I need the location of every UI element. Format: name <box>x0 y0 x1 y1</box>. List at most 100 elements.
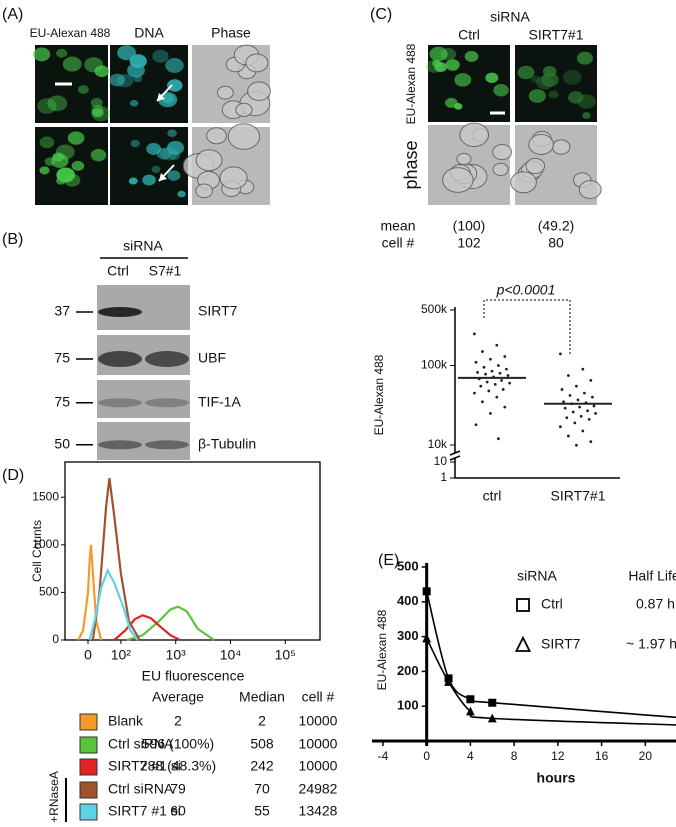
cell-outline <box>206 127 227 145</box>
y-axis-label: EU-Alexan 488 <box>375 609 389 690</box>
marker <box>422 633 432 643</box>
cell-outline <box>525 157 546 175</box>
x-tick-label: 0 <box>423 749 430 763</box>
point <box>575 443 578 447</box>
y-tick-label: 10k <box>428 437 448 451</box>
panel-label: (E) <box>378 552 399 569</box>
nucleus <box>548 90 559 99</box>
legend-label: Blank <box>108 713 144 729</box>
nucleus <box>541 72 559 87</box>
marker <box>444 677 453 686</box>
y-tick-label: 10 <box>434 454 448 468</box>
y-tick-label: 1 <box>440 470 447 484</box>
nucleus <box>528 89 546 103</box>
x-tick-label: 8 <box>511 749 518 763</box>
nucleus <box>130 139 140 148</box>
nucleus <box>167 79 183 92</box>
y-axis-label: Cell Counts <box>30 520 44 582</box>
point <box>571 410 575 414</box>
band-label: β-Tubulin <box>198 436 256 452</box>
nucleus <box>91 105 111 122</box>
table-cell: 13428 <box>299 803 338 819</box>
histogram-line <box>91 478 141 641</box>
legend-title: Half Life <box>628 568 676 584</box>
nucleus <box>37 98 57 114</box>
point <box>589 440 593 444</box>
panel-label: (C) <box>370 6 392 23</box>
point <box>485 380 489 384</box>
cell-outline <box>195 149 223 172</box>
y-tick-label: 100 <box>397 698 419 713</box>
stat: (100) <box>453 218 486 234</box>
half-life: ~ 1.97 h <box>626 636 676 652</box>
point <box>567 374 570 377</box>
point <box>562 400 565 404</box>
nucleus <box>62 56 82 72</box>
x-tick-label: 20 <box>639 749 653 763</box>
x-axis-label: EU fluorescence <box>142 668 245 684</box>
blot-band <box>98 440 142 450</box>
lane-label: S7#1 <box>149 263 182 279</box>
legend-swatch <box>79 758 98 776</box>
cell-outline <box>235 102 253 117</box>
y-tick-label: 500k <box>421 302 448 316</box>
nucleus <box>56 167 75 183</box>
nucleus <box>485 72 499 83</box>
nucleus <box>445 59 460 71</box>
point <box>576 398 580 402</box>
blot-band <box>98 307 142 317</box>
point <box>589 379 593 382</box>
header: siRNA <box>123 238 163 254</box>
x-tick-label: -4 <box>378 749 389 763</box>
cell-outline <box>247 81 271 101</box>
panel-label: (B) <box>2 231 23 248</box>
point <box>506 374 510 377</box>
legend-label: SIRT7 #1 si <box>108 758 181 774</box>
y-tick-label: 0 <box>52 632 59 646</box>
nucleus <box>67 131 85 145</box>
table-cell: 10000 <box>299 736 338 752</box>
point <box>493 382 497 386</box>
point <box>578 405 581 409</box>
table-header: cell # <box>302 689 335 705</box>
cell-outline <box>528 133 554 155</box>
band-label: UBF <box>198 350 226 366</box>
panel-label: (A) <box>2 6 23 23</box>
cell-outline <box>456 152 472 166</box>
point <box>567 434 570 438</box>
table-cell: 10000 <box>299 713 338 729</box>
nucleus <box>454 73 472 87</box>
point <box>497 364 500 367</box>
point <box>560 388 564 391</box>
point <box>559 352 562 356</box>
cell-outline <box>578 180 602 199</box>
nucleus <box>77 85 89 94</box>
cell-outline <box>227 123 261 150</box>
nucleus <box>91 108 104 118</box>
legend-marker <box>514 635 532 652</box>
point <box>481 400 484 404</box>
cell-outline <box>245 53 269 73</box>
half-life: 0.87 h <box>636 596 675 612</box>
nucleus <box>94 65 109 78</box>
legend-label: Ctrl siRNA <box>108 781 174 797</box>
y-tick-label: 500 <box>397 558 419 573</box>
nucleus <box>39 136 55 149</box>
cell-outline <box>459 122 490 148</box>
row-label: EU-Alexan 488 <box>404 43 418 124</box>
point <box>594 411 597 415</box>
band-label: TIF-1A <box>198 394 241 410</box>
x-tick-label: 10⁴ <box>220 647 242 663</box>
column-header: Ctrl <box>458 27 480 43</box>
table-header: Median <box>239 689 285 705</box>
point <box>476 370 479 374</box>
nucleus <box>517 65 535 80</box>
nucleus <box>444 97 458 109</box>
micrograph <box>110 127 188 205</box>
point <box>586 409 589 413</box>
nucleus <box>493 84 509 97</box>
nucleus <box>71 160 85 171</box>
x-tick-label: 10⁵ <box>275 647 296 663</box>
x-tick-label: 4 <box>467 749 474 763</box>
arrow-head <box>157 93 165 101</box>
